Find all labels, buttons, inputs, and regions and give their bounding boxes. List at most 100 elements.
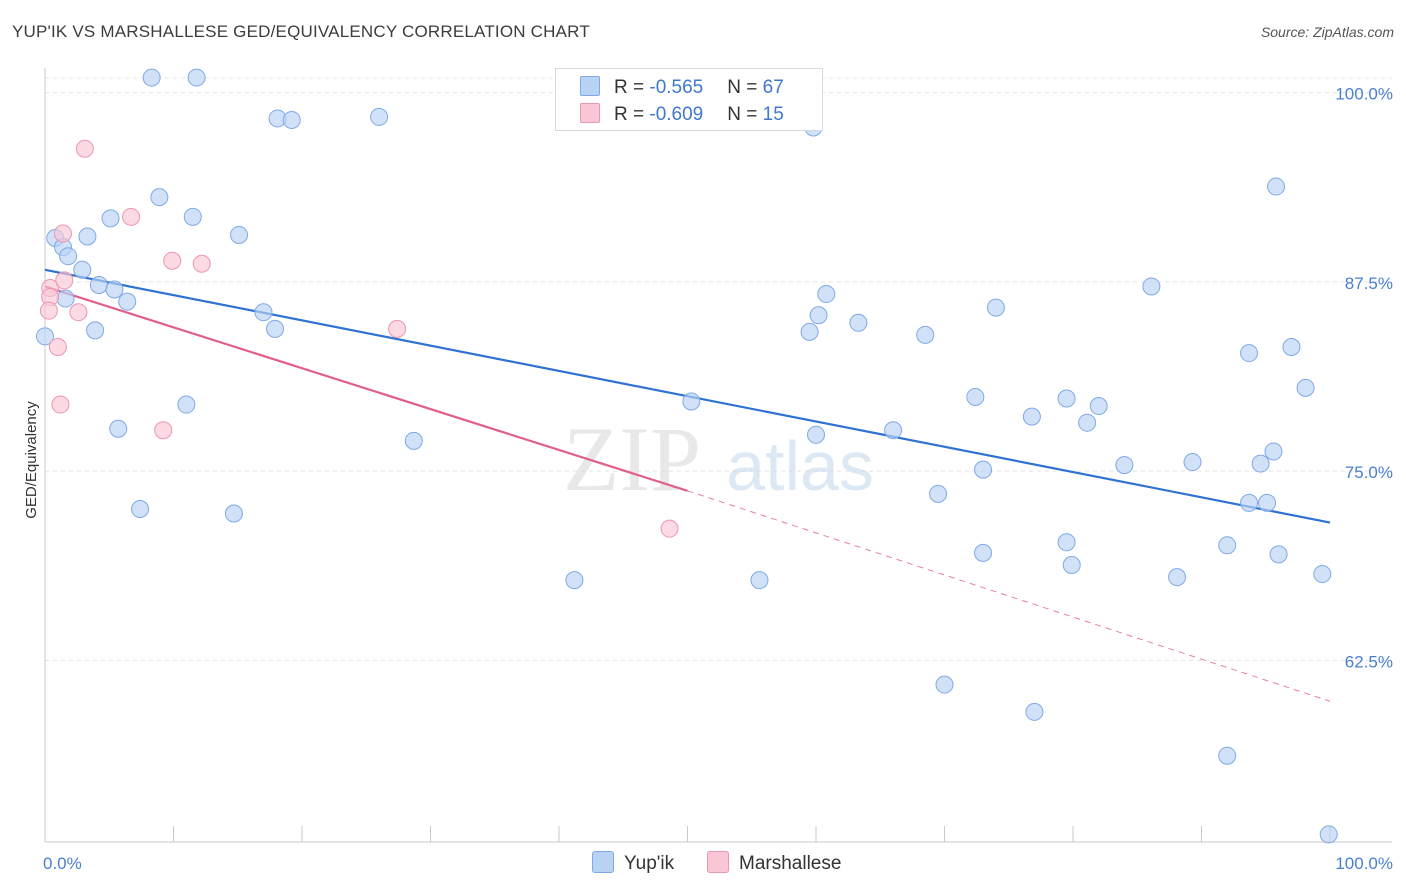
point-yupik xyxy=(1258,493,1277,512)
point-yupik xyxy=(817,285,836,304)
point-yupik xyxy=(1264,442,1283,461)
point-marshallese xyxy=(51,395,70,414)
point-yupik xyxy=(1218,746,1237,765)
point-yupik xyxy=(101,209,120,228)
bottom-legend-label-yupik: Yup'ik xyxy=(624,853,675,874)
point-yupik xyxy=(974,543,993,562)
point-yupik xyxy=(266,319,285,338)
point-yupik xyxy=(36,327,54,346)
bottom-legend-swatch-yupik xyxy=(592,851,614,873)
legend-n-label: N = xyxy=(727,104,763,125)
point-marshallese xyxy=(388,319,407,338)
point-yupik xyxy=(966,387,985,406)
point-yupik xyxy=(1115,456,1134,475)
point-yupik xyxy=(986,298,1005,317)
point-marshallese xyxy=(163,251,182,270)
point-yupik xyxy=(89,275,108,294)
y-tick-label: 87.5% xyxy=(1345,274,1393,293)
point-marshallese xyxy=(192,254,211,273)
legend-r-value: -0.609 xyxy=(649,104,704,125)
point-yupik xyxy=(1062,555,1081,574)
axes xyxy=(44,68,1392,843)
point-marshallese xyxy=(660,519,679,538)
point-yupik xyxy=(1282,338,1301,357)
bottom-legend-swatch-marshallese xyxy=(707,851,729,873)
point-yupik xyxy=(1296,378,1315,397)
point-yupik xyxy=(73,260,92,279)
point-yupik xyxy=(849,313,868,332)
point-yupik xyxy=(1251,454,1270,473)
point-yupik xyxy=(929,484,948,503)
point-yupik xyxy=(682,392,701,411)
point-yupik xyxy=(974,460,993,479)
legend-n-label: N = xyxy=(727,77,763,98)
point-yupik xyxy=(86,321,105,340)
source-label: Source: ZipAtlas.com xyxy=(1260,24,1394,40)
point-yupik xyxy=(1078,413,1097,432)
chart-title: YUP'IK VS MARSHALLESE GED/EQUIVALENCY CO… xyxy=(12,22,590,41)
legend-swatch-yupik xyxy=(580,76,600,96)
point-yupik xyxy=(1240,344,1259,363)
watermark-atlas: atlas xyxy=(726,427,874,505)
point-yupik xyxy=(404,431,423,450)
legend-r-value: -0.565 xyxy=(649,77,704,98)
x-tick-label-min: 0.0% xyxy=(43,854,82,873)
point-yupik xyxy=(59,247,78,266)
point-yupik xyxy=(1168,568,1187,587)
point-marshallese xyxy=(154,421,173,440)
point-yupik xyxy=(109,419,128,438)
point-yupik xyxy=(282,110,301,129)
legend-r-label: R = xyxy=(614,104,650,125)
correlation-legend: R = -0.565 N = 67 R = -0.609 N = 15 xyxy=(555,68,823,131)
point-yupik xyxy=(565,571,584,590)
y-tick-label: 100.0% xyxy=(1335,85,1393,104)
point-yupik xyxy=(370,107,389,126)
point-marshallese xyxy=(53,224,72,243)
watermark: ZIP atlas xyxy=(563,408,874,510)
point-yupik xyxy=(131,499,150,518)
point-yupik xyxy=(1269,545,1288,564)
point-yupik xyxy=(1218,536,1237,555)
point-yupik xyxy=(78,227,97,246)
data-points xyxy=(36,68,1338,844)
point-yupik xyxy=(1089,397,1108,416)
bottom-legend-yupik: Yup'ik xyxy=(592,851,674,875)
legend-n-value: 67 xyxy=(762,77,784,98)
point-yupik xyxy=(807,425,825,444)
legend-r-label: R = xyxy=(614,77,650,98)
point-yupik xyxy=(884,421,903,440)
bottom-legend-marshallese: Marshallese xyxy=(707,851,841,875)
point-yupik xyxy=(1319,825,1338,844)
point-marshallese xyxy=(39,301,58,320)
point-yupik xyxy=(1240,493,1259,512)
trend-line-marshallese xyxy=(44,285,688,492)
point-yupik xyxy=(118,292,137,311)
x-tick-label-max: 100.0% xyxy=(1335,854,1393,873)
y-tick-label: 62.5% xyxy=(1345,652,1393,671)
point-yupik xyxy=(1057,533,1076,552)
gridlines xyxy=(45,77,1392,661)
point-marshallese xyxy=(55,271,74,290)
point-marshallese xyxy=(75,139,94,158)
point-yupik xyxy=(1025,702,1044,721)
y-axis-label: GED/Equivalency xyxy=(23,401,40,519)
point-yupik xyxy=(1022,407,1041,426)
point-yupik xyxy=(56,289,75,308)
point-yupik xyxy=(177,395,196,414)
point-yupik xyxy=(183,207,202,226)
point-yupik xyxy=(800,322,819,341)
point-yupik xyxy=(230,225,249,244)
point-yupik xyxy=(1313,565,1332,584)
point-yupik xyxy=(750,571,769,590)
point-yupik xyxy=(142,68,161,87)
point-marshallese xyxy=(48,338,67,357)
point-yupik xyxy=(224,504,243,523)
point-yupik xyxy=(150,188,169,207)
trend-line-extension-marshallese xyxy=(687,490,1331,702)
point-marshallese xyxy=(122,207,141,226)
point-yupik xyxy=(254,303,273,322)
y-tick-label: 75.0% xyxy=(1345,463,1393,482)
point-yupik xyxy=(916,325,935,344)
legend-row-yupik: R = -0.565 N = 67 xyxy=(580,76,784,100)
